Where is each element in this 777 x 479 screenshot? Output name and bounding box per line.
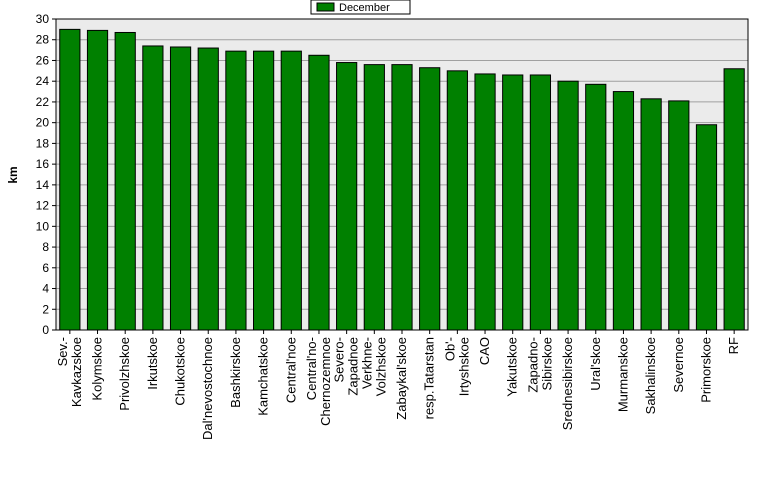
- y-tick-label: 12: [36, 199, 50, 213]
- y-tick-label: 22: [36, 95, 50, 109]
- x-tick-label: Primorskoe: [698, 337, 713, 403]
- x-tick-label: Chernozemnoe: [318, 337, 333, 426]
- legend: December: [310, 0, 411, 15]
- x-tick-label: resp.Tatarstan: [422, 337, 437, 419]
- x-tick-label: Chukotskoe: [173, 337, 188, 406]
- x-tick-label: Privolzhskoe: [117, 337, 132, 411]
- bar: [502, 74, 524, 331]
- y-tick-label: 28: [36, 33, 50, 47]
- x-tick-label: Zapadnoe: [346, 337, 361, 396]
- bar: [253, 50, 275, 331]
- bar: [695, 124, 718, 331]
- x-tick-label: Kamchatskoe: [256, 337, 271, 416]
- bar: [114, 31, 136, 331]
- x-tick-label: CAO: [477, 337, 492, 365]
- plot-frame: [55, 18, 749, 331]
- bar: [336, 62, 358, 331]
- bar: [529, 74, 552, 331]
- x-tick-label: Yakutskoe: [505, 337, 520, 397]
- x-tick-label: Murmanskoe: [615, 337, 630, 412]
- x-tick-label: Zabaykal'skoe: [394, 337, 409, 420]
- y-tick-label: 24: [36, 74, 50, 88]
- y-tick-label: 8: [42, 240, 49, 254]
- x-tick-label: Severo-: [332, 337, 347, 383]
- y-tick-label: 4: [42, 282, 49, 296]
- y-tick-label: 6: [42, 261, 49, 275]
- x-tick-label: Sakhalinskoe: [643, 337, 658, 414]
- bar: [59, 28, 81, 331]
- y-tick-label: 14: [36, 178, 50, 192]
- y-tick-label: 0: [42, 323, 49, 337]
- x-tick-label: Bashkirskoe: [228, 337, 243, 408]
- bar: [391, 64, 413, 331]
- x-tick-label: Central'noe: [283, 337, 298, 403]
- y-tick-label: 16: [36, 157, 50, 171]
- x-tick-label: Irtyshskoe: [456, 337, 471, 396]
- bar: [640, 98, 662, 331]
- y-tick-label: 30: [36, 12, 50, 26]
- x-tick-label: Zapadno-: [525, 337, 540, 393]
- bar: [280, 50, 302, 331]
- x-tick-label: Central'no-: [304, 337, 319, 400]
- x-tick-label: Dal'nevostochnoe: [200, 337, 215, 440]
- y-axis-label: km: [6, 166, 20, 183]
- x-tick-label: Sev.-: [55, 337, 70, 366]
- bar: [474, 73, 496, 331]
- x-tick-label: Verkhne-: [359, 337, 374, 389]
- y-tick-label: 2: [42, 302, 49, 316]
- bar: [169, 46, 192, 331]
- x-tick-label: Irkutskoe: [145, 337, 160, 390]
- y-tick-label: 20: [36, 116, 50, 130]
- x-tick-label: Severnoe: [671, 337, 686, 393]
- bar: [197, 47, 219, 331]
- x-tick-label: Ob'-: [442, 337, 457, 361]
- x-tick-label: Kolymskoe: [90, 337, 105, 401]
- bar: [723, 68, 745, 331]
- legend-swatch: [316, 2, 335, 12]
- bar: [585, 83, 607, 331]
- y-tick-label: 10: [36, 219, 50, 233]
- bar: [668, 100, 690, 331]
- x-tick-label: Kavkazskoe: [69, 337, 84, 407]
- bar: [612, 91, 635, 331]
- x-tick-label: Srednesibirskoe: [560, 337, 575, 430]
- x-tick-label: RF: [726, 337, 741, 354]
- bar: [86, 29, 109, 331]
- x-tick-label: Sibirskoe: [539, 337, 554, 390]
- legend-box: [310, 0, 411, 15]
- bar: [557, 80, 579, 331]
- bar: [142, 45, 164, 331]
- bar: [363, 64, 385, 331]
- legend-label: December: [339, 2, 390, 14]
- bar: [308, 54, 330, 331]
- x-tick-label: Ural'skoe: [588, 337, 603, 391]
- x-tick-label: Volzhskoe: [373, 337, 388, 396]
- y-tick-label: 26: [36, 53, 50, 67]
- bar: [225, 50, 247, 331]
- y-tick-label: 18: [36, 136, 50, 150]
- bar: [419, 67, 441, 331]
- bar: [446, 70, 468, 331]
